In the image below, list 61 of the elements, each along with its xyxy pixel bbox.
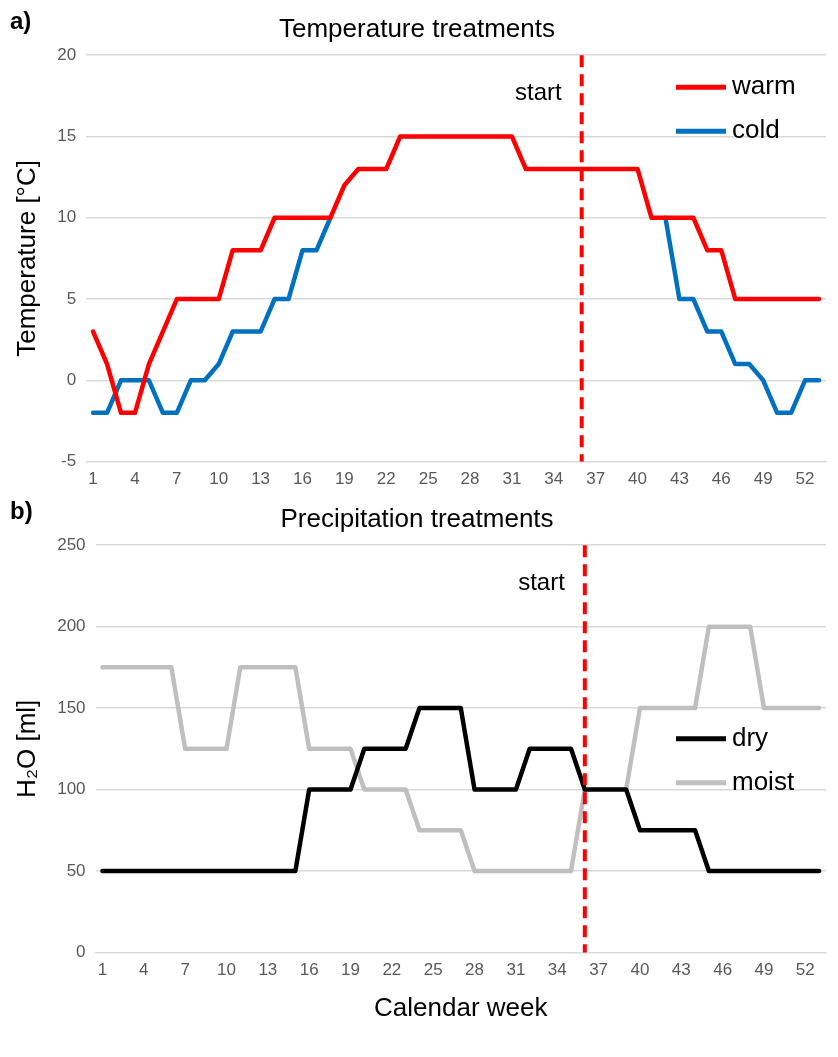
x-tick-label: 16 bbox=[299, 960, 319, 980]
x-tick-label: 43 bbox=[669, 469, 689, 489]
y-tick-label: 0 bbox=[66, 370, 77, 390]
x-tick-label: 4 bbox=[130, 469, 140, 489]
x-tick-label: 28 bbox=[460, 469, 480, 489]
y-tick-label: 150 bbox=[57, 697, 86, 717]
x-tick-label: 52 bbox=[795, 960, 815, 980]
x-tick-label: 13 bbox=[251, 469, 271, 489]
x-tick-label: 25 bbox=[423, 960, 443, 980]
x-tick-label: 31 bbox=[502, 469, 522, 489]
y-tick-label: 0 bbox=[76, 942, 86, 962]
legend-label: cold bbox=[732, 114, 780, 145]
y-axis-title: H₂O [ml] bbox=[10, 699, 41, 798]
y-tick-label: 15 bbox=[57, 126, 77, 146]
x-tick-label: 37 bbox=[586, 469, 606, 489]
x-tick-label: 7 bbox=[172, 469, 182, 489]
y-tick-label: 10 bbox=[57, 207, 77, 227]
x-tick-label: 34 bbox=[544, 469, 564, 489]
x-tick-label: 49 bbox=[753, 469, 773, 489]
x-tick-label: 46 bbox=[713, 960, 733, 980]
x-tick-label: 13 bbox=[258, 960, 278, 980]
y-tick-label: 200 bbox=[57, 616, 86, 636]
x-tick-label: 1 bbox=[88, 469, 98, 489]
x-tick-label: 10 bbox=[217, 960, 236, 980]
x-tick-label: 25 bbox=[418, 469, 438, 489]
x-tick-label: 4 bbox=[139, 960, 149, 980]
chart-title: Temperature treatments bbox=[278, 12, 556, 43]
y-tick-label: 20 bbox=[57, 44, 77, 64]
x-tick-label: 28 bbox=[465, 960, 485, 980]
legend-label: warm bbox=[731, 70, 796, 101]
x-tick-label: 34 bbox=[547, 960, 567, 980]
y-tick-label: 5 bbox=[66, 288, 77, 308]
y-tick-label: 250 bbox=[57, 534, 86, 554]
x-tick-label: 19 bbox=[334, 469, 354, 489]
y-axis-title: Temperature [°C] bbox=[10, 159, 41, 357]
chart-title: Precipitation treatments bbox=[280, 502, 554, 533]
ref-line-label: start bbox=[518, 567, 566, 595]
x-tick-label: 46 bbox=[711, 469, 731, 489]
text: b) bbox=[10, 496, 33, 524]
x-tick-label: 10 bbox=[209, 469, 229, 489]
x-tick-label: 52 bbox=[795, 469, 815, 489]
y-tick-label: -5 bbox=[60, 451, 77, 471]
x-tick-label: 7 bbox=[180, 960, 190, 980]
x-tick-label: 19 bbox=[341, 960, 360, 980]
y-tick-label: 50 bbox=[66, 860, 86, 880]
x-tick-label: 43 bbox=[671, 960, 691, 980]
legend-label: moist bbox=[732, 765, 795, 796]
x-axis-title: Calendar week bbox=[374, 991, 549, 1022]
x-tick-label: 1 bbox=[97, 960, 108, 980]
x-tick-label: 40 bbox=[628, 469, 647, 489]
x-tick-label: 31 bbox=[506, 960, 526, 980]
x-tick-label: 22 bbox=[382, 960, 402, 980]
legend-label: dry bbox=[732, 721, 769, 752]
x-tick-label: 16 bbox=[293, 469, 312, 489]
y-tick-label: 100 bbox=[57, 779, 86, 799]
x-tick-label: 22 bbox=[376, 469, 396, 489]
text: a) bbox=[10, 6, 32, 34]
ref-line-label: start bbox=[515, 77, 563, 105]
x-tick-label: 37 bbox=[589, 960, 609, 980]
x-tick-label: 49 bbox=[754, 960, 774, 980]
x-tick-label: 40 bbox=[630, 960, 650, 980]
